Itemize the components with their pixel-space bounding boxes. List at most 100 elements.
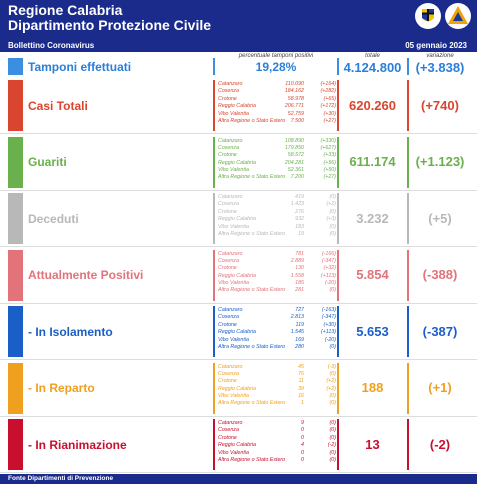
province-name: Reggio Calabria bbox=[218, 385, 256, 392]
province-name: Cosenza bbox=[218, 427, 239, 434]
section-separator-left bbox=[213, 80, 215, 131]
province-name: Catanzaro bbox=[218, 420, 243, 426]
province-value: 52.759 bbox=[287, 110, 304, 117]
province-delta: (0) bbox=[329, 223, 336, 230]
province-name: Altra Regione o Stato Estero bbox=[218, 230, 286, 237]
province-delta: (+113) bbox=[320, 329, 336, 336]
province-delta: (0) bbox=[329, 400, 336, 407]
col-header-pct: percentuale tamponi positivi bbox=[238, 53, 314, 59]
section-separator-left bbox=[213, 362, 215, 414]
province-name: Cosenza bbox=[218, 257, 239, 264]
province-row: Altra Regione o Stato Estero 0 (0) bbox=[218, 457, 336, 464]
province-row: Cosenza 184.162 (+282) bbox=[218, 88, 336, 95]
section-label: - In Reparto bbox=[28, 381, 95, 395]
section-separator-right bbox=[407, 249, 409, 301]
province-delta: (-3) bbox=[327, 363, 336, 370]
tamponi-color-bar bbox=[8, 58, 23, 75]
tamponi-separator-2 bbox=[337, 58, 339, 75]
section-separator-right bbox=[407, 136, 409, 188]
province-row: Altra Regione o Stato Estero 7.500 (+27) bbox=[218, 118, 336, 125]
province-value: 1 bbox=[301, 400, 304, 407]
province-delta: (-20) bbox=[324, 280, 336, 287]
province-name: Catanzaro bbox=[218, 250, 243, 257]
province-name: Altra Regione o Stato Estero bbox=[218, 174, 286, 181]
province-name: Crotone bbox=[218, 265, 237, 272]
province-name: Reggio Calabria bbox=[218, 442, 256, 449]
province-value: 0 bbox=[301, 456, 304, 463]
section-separator-left bbox=[213, 136, 215, 188]
province-value: 58.978 bbox=[287, 95, 304, 102]
province-row: Cosenza 2.813 (-347) bbox=[218, 314, 336, 321]
section-label: Casi Totali bbox=[28, 98, 88, 113]
section-separator-right bbox=[407, 362, 409, 414]
province-name: Reggio Calabria bbox=[218, 329, 256, 336]
province-row: Catanzaro 110.090 (+164) bbox=[218, 81, 336, 88]
province-row: Crotone 58.978 (+65) bbox=[218, 96, 336, 103]
province-delta: (0) bbox=[329, 208, 336, 215]
section-total: 188 bbox=[361, 380, 384, 395]
section-separator-mid bbox=[337, 249, 339, 301]
province-name: Reggio Calabria bbox=[218, 216, 256, 223]
province-value: 39 bbox=[298, 385, 304, 392]
province-delta: (+2) bbox=[326, 385, 336, 392]
province-value: 2.889 bbox=[290, 257, 304, 264]
section-separator-right bbox=[407, 80, 409, 131]
province-name: Vibo Valentia bbox=[218, 223, 249, 230]
province-value: 281 bbox=[295, 287, 304, 294]
province-value: 727 bbox=[295, 307, 304, 313]
section-variation: (-2) bbox=[429, 436, 451, 452]
province-value: 781 bbox=[295, 250, 304, 257]
col-header-variation: variazione bbox=[426, 53, 454, 59]
province-name: Altra Regione o Stato Estero bbox=[218, 343, 286, 350]
section-color-bar bbox=[8, 249, 23, 301]
province-row: Vibo Valentia 52.759 (+30) bbox=[218, 111, 336, 118]
province-delta: (+2) bbox=[326, 378, 336, 385]
province-delta: (+30) bbox=[323, 321, 336, 328]
region-title: Regione Calabria bbox=[8, 2, 123, 18]
province-row: Catanzaro 727 (-163) bbox=[218, 307, 336, 314]
province-row: Crotone 11 (+2) bbox=[218, 378, 336, 385]
province-value: 1.545 bbox=[290, 329, 304, 336]
province-value: 2.813 bbox=[290, 314, 304, 321]
province-name: Reggio Calabria bbox=[218, 159, 256, 166]
row-divider bbox=[0, 415, 477, 417]
province-delta: (-347) bbox=[321, 257, 336, 264]
province-delta: (+27) bbox=[323, 174, 336, 181]
province-name: Cosenza bbox=[218, 370, 239, 377]
province-row: Cosenza 2.889 (-347) bbox=[218, 258, 336, 265]
province-value: 4 bbox=[301, 442, 304, 449]
section-total: 13 bbox=[365, 436, 380, 452]
province-value: 932 bbox=[295, 216, 304, 223]
province-list: Catanzaro 108.890 (+330) Cosenza 179.850 (+62… bbox=[218, 138, 336, 182]
section-total: 5.854 bbox=[356, 267, 389, 282]
province-value: 1.423 bbox=[290, 201, 304, 208]
section-separator-left bbox=[213, 193, 215, 244]
province-value: 19 bbox=[298, 230, 304, 237]
section-label: Deceduti bbox=[28, 211, 79, 226]
province-name: Altra Regione o Stato Estero bbox=[218, 400, 286, 407]
province-delta: (+32) bbox=[323, 265, 336, 272]
province-name: Altra Regione o Stato Estero bbox=[218, 287, 286, 294]
province-value: 206.771 bbox=[284, 103, 304, 110]
footer-source: Fonte Dipartimenti di Prevenzione bbox=[8, 475, 114, 482]
province-delta: (+50) bbox=[323, 167, 336, 174]
province-delta: (0) bbox=[329, 194, 336, 200]
footer-bar: Fonte Dipartimenti di Prevenzione bbox=[0, 474, 477, 484]
province-value: 169 bbox=[295, 336, 304, 343]
section-total: 3.232 bbox=[356, 210, 389, 226]
province-name: Cosenza bbox=[218, 88, 239, 95]
tamponi-separator bbox=[213, 58, 215, 75]
province-row: Vibo Valentia 185 (-20) bbox=[218, 280, 336, 287]
section-color-bar bbox=[8, 136, 23, 188]
province-row: Catanzaro 108.890 (+330) bbox=[218, 138, 336, 145]
section-label: Attualmente Positivi bbox=[28, 268, 144, 282]
province-name: Crotone bbox=[218, 378, 237, 385]
section-variation: (+1) bbox=[428, 380, 452, 395]
province-delta: (+30) bbox=[323, 110, 336, 117]
province-value: 130 bbox=[295, 265, 304, 272]
province-delta: (+27) bbox=[323, 117, 336, 124]
province-delta: (0) bbox=[329, 449, 336, 456]
province-delta: (+56) bbox=[323, 159, 336, 166]
province-value: 0 bbox=[301, 449, 304, 456]
province-name: Crotone bbox=[218, 208, 237, 215]
